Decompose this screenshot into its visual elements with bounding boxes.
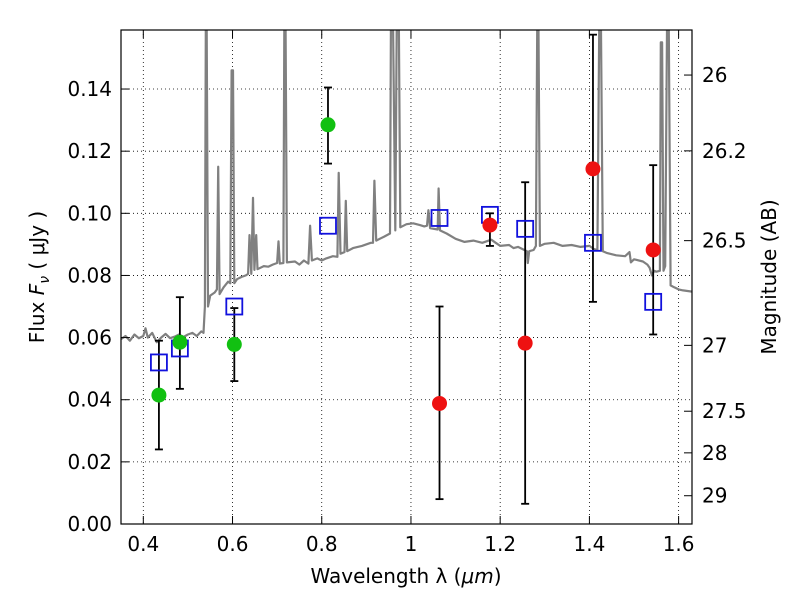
x-axis-label: Wavelength λ (μm) <box>310 564 501 588</box>
y-tick-label: 0.12 <box>67 139 112 163</box>
blue-square-point <box>644 292 663 311</box>
y-tick-label: 0.14 <box>67 77 112 101</box>
x-tick-label: 1.2 <box>484 532 516 556</box>
red-data-point <box>482 217 498 233</box>
green-data-point <box>172 334 188 350</box>
plot-frame <box>120 29 693 525</box>
green-data-point <box>320 117 336 133</box>
red-data-point <box>432 395 448 411</box>
y-tick-label: 0.00 <box>67 512 112 536</box>
y2-tick-label: 28 <box>702 441 727 465</box>
green-data-point <box>151 387 167 403</box>
y2-tick-label: 26.2 <box>702 139 747 163</box>
x-tick-label: 1.4 <box>573 532 605 556</box>
red-data-point <box>585 161 601 177</box>
y2-axis-label: Magnitude (AB) <box>757 199 781 354</box>
y-axis-label: Flux Fν ( μJy ) <box>25 211 53 343</box>
x-tick-label: 0.6 <box>217 532 249 556</box>
y2-tick-label: 27 <box>702 333 727 357</box>
blue-square-point <box>319 216 337 235</box>
data-markers <box>150 33 663 505</box>
y2-tick-label: 26.5 <box>702 229 747 253</box>
blue-square-point <box>150 353 168 372</box>
red-data-point <box>517 335 533 351</box>
blue-square-point <box>430 209 449 227</box>
y-tick-label: 0.08 <box>67 263 112 287</box>
axis-ticks: 0.4 0.6 0.8 1 1.2 1.4 1.6 0.00 0.02 0.04 0.06 0.08 0… <box>67 30 747 556</box>
x-tick-label: 1 <box>405 532 418 556</box>
y2-tick-label: 27.5 <box>702 399 747 423</box>
spectrum-line <box>121 30 692 344</box>
y-tick-label: 0.04 <box>67 388 112 412</box>
y-tick-label: 0.02 <box>67 450 112 474</box>
green-data-point <box>226 336 242 352</box>
y-tick-label: 0.06 <box>67 326 112 350</box>
y2-tick-label: 26 <box>702 63 727 87</box>
y-tick-label: 0.10 <box>67 201 112 225</box>
y2-tick-label: 29 <box>702 484 727 508</box>
blue-square-point <box>225 297 244 316</box>
x-tick-label: 0.8 <box>306 532 338 556</box>
blue-square-point <box>516 219 535 238</box>
x-tick-label: 0.4 <box>127 532 159 556</box>
x-tick-label: 1.6 <box>663 532 695 556</box>
blue-square-point <box>584 233 602 252</box>
red-data-point <box>645 242 661 258</box>
